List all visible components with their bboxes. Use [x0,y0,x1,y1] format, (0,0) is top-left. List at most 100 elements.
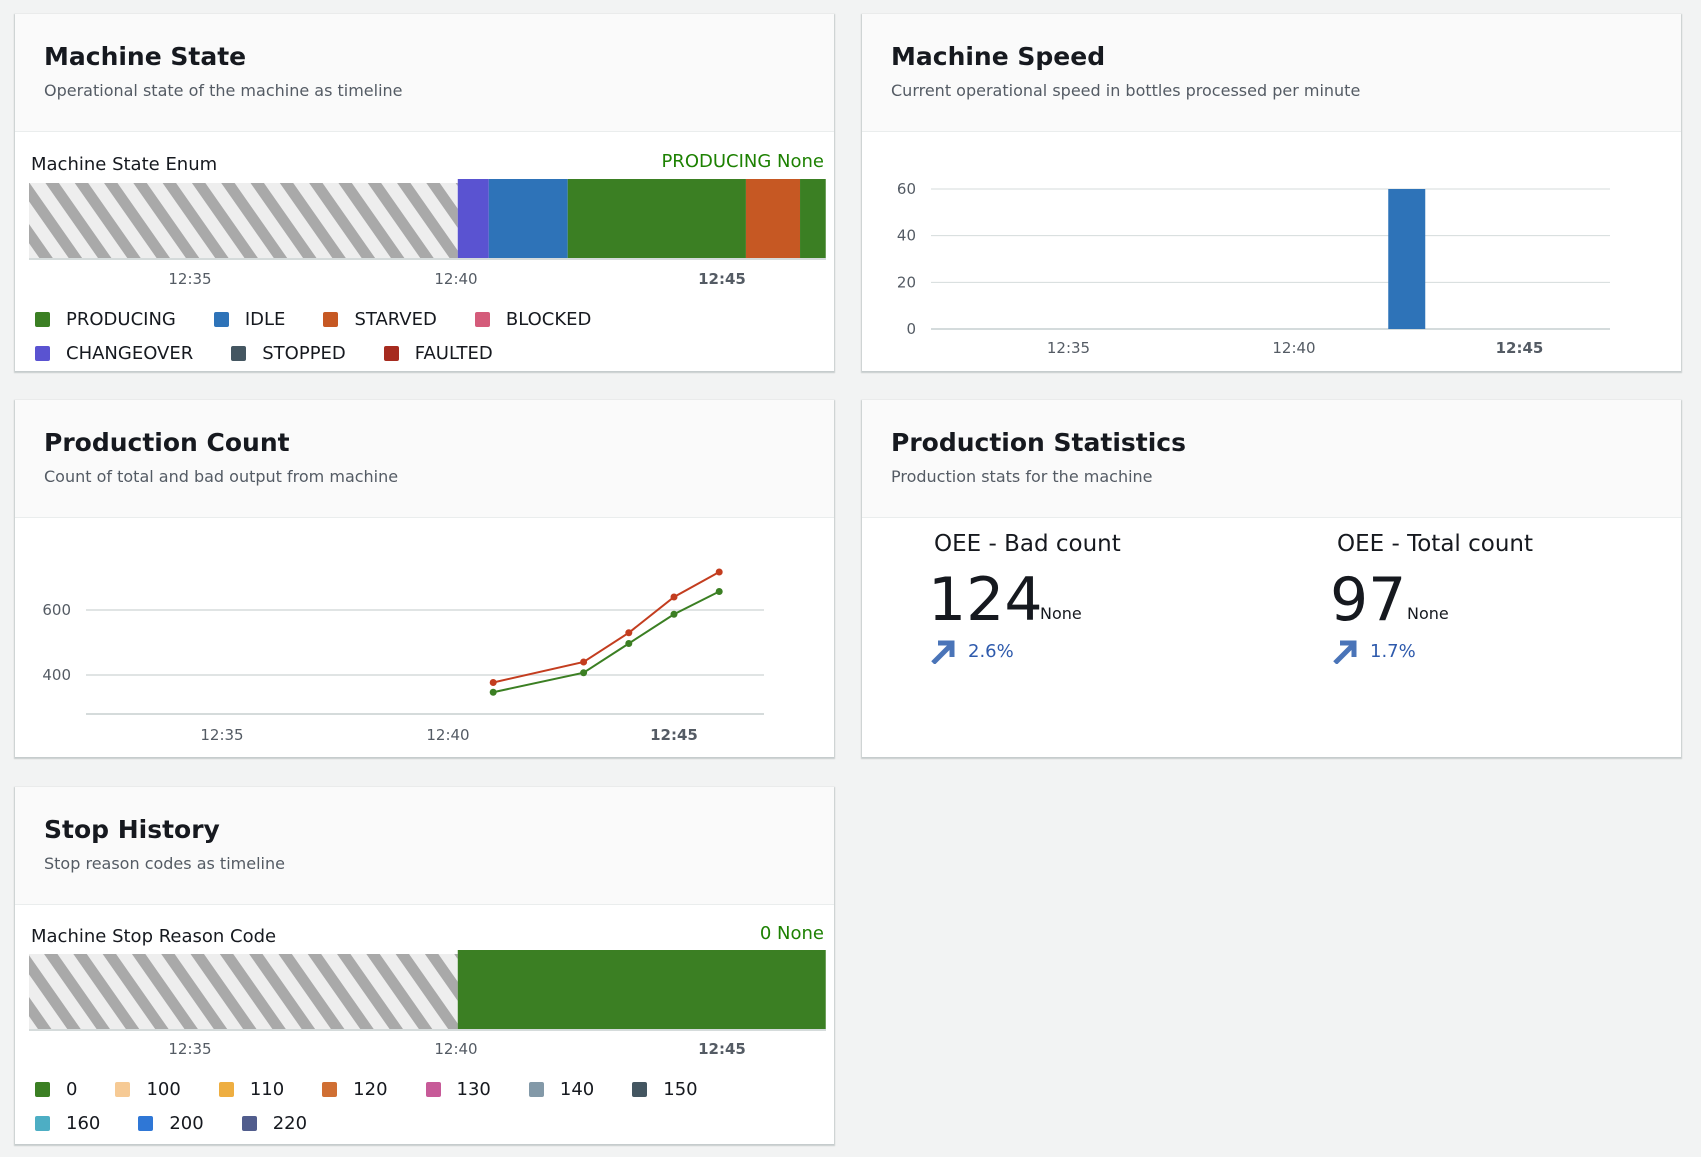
card-title: Machine State [44,42,247,71]
legend-swatch [474,311,490,327]
stat-label: OEE - Bad count [934,531,1121,557]
arrow-up-right-icon [1333,640,1357,664]
series-line-1 [492,590,720,694]
current-state-value: PRODUCING None [661,151,824,172]
legend-label: 100 [146,1078,181,1100]
legend-swatch [425,1081,441,1097]
timeline-segment-producing [567,179,746,258]
y-tick-label: 60 [897,180,916,198]
machine-state-card: Machine State Operational state of the m… [15,14,834,371]
data-point [625,629,633,637]
legend-item[interactable]: BLOCKED [474,308,592,330]
legend-swatch [322,1081,338,1097]
legend-swatch [218,1081,234,1097]
timeline-segment-changeover [457,179,489,258]
legend-label: 140 [559,1078,595,1100]
data-point [625,639,633,647]
legend-swatch [35,345,50,361]
legend-item[interactable]: IDLE [213,308,286,330]
legend-item[interactable]: 160 [35,1112,100,1134]
production-count-card: Production Count Count of total and bad … [15,400,834,757]
legend-item[interactable]: 110 [218,1078,284,1100]
y-tick-label: 600 [42,601,71,619]
data-point [715,587,723,595]
legend-item[interactable]: 200 [138,1112,204,1134]
card-title: Production Count [44,428,290,457]
legend-label: BLOCKED [505,308,592,330]
stat-label: OEE - Total count [1337,531,1534,557]
card-header: Machine Speed Current operational speed … [862,14,1681,132]
legend-swatch [35,1081,50,1097]
legend-item[interactable]: STOPPED [231,342,346,364]
legend-item[interactable]: STARVED [323,308,437,330]
production-count-chart[interactable]: 400 600 12:35 12:40 12:45 [15,400,834,757]
legend-swatch [383,345,399,361]
legend-item[interactable]: PRODUCING [35,308,176,330]
arrow-up-right-icon [931,640,955,664]
legend-swatch [323,311,339,327]
x-tick-label: 12:45 [1496,339,1544,357]
stat-unit: None [1040,604,1082,623]
stop-history-timeline[interactable]: 12:35 12:40 12:45 [15,787,834,1144]
legend-swatch [138,1115,154,1131]
legend-label: 120 [353,1078,388,1100]
card-header: Production Count Count of total and bad … [15,400,834,518]
stat-trend: 2.6% [930,638,1014,664]
stat-trend-value: 1.7% [1370,640,1416,662]
card-subtitle: Operational state of the machine as time… [44,81,403,100]
legend-item[interactable]: 150 [632,1078,698,1100]
data-point [670,610,678,618]
card-header: Machine State Operational state of the m… [15,14,834,132]
x-tick-label: 12:40 [434,270,477,288]
machine-state-timeline[interactable]: 12:35 12:40 12:45 [15,14,834,371]
timeline-property-label: Machine Stop Reason Code [31,926,277,947]
data-point [580,669,588,677]
legend-item[interactable]: FAULTED [383,342,493,364]
legend-item[interactable]: 140 [528,1078,595,1100]
legend-item[interactable]: 120 [322,1078,388,1100]
data-point [670,593,678,601]
stat-value: 97 [1330,565,1407,635]
machine-speed-chart[interactable]: 0 20 40 60 12:35 12:40 12:45 [862,14,1681,371]
state-legend: PRODUCING IDLE STARVED BLOCKED CHANGEOVER STO… [35,308,815,364]
card-subtitle: Current operational speed in bottles pro… [891,81,1361,100]
card-title: Stop History [44,815,220,844]
x-tick-label: 12:45 [650,726,698,744]
x-tick-label: 12:40 [426,726,469,744]
legend-swatch [528,1081,544,1097]
no-data-region [29,954,458,1029]
legend-swatch [231,345,247,361]
card-subtitle: Count of total and bad output from machi… [44,467,399,486]
y-tick-label: 400 [42,666,71,684]
legend-label: CHANGEOVER [66,342,194,364]
legend-item[interactable]: CHANGEOVER [35,342,193,364]
stat-unit: None [1407,604,1449,623]
x-tick-label: 12:45 [698,1040,746,1058]
legend-label: PRODUCING [66,308,176,330]
current-stop-code: 0 None [759,923,824,944]
legend-swatch [213,311,229,327]
legend-label: 150 [663,1078,698,1100]
legend-label: IDLE [244,308,286,330]
legend-label: STARVED [354,308,437,330]
machine-speed-card: Machine Speed Current operational speed … [862,14,1681,371]
legend-item[interactable]: 130 [425,1078,491,1100]
legend-swatch [241,1115,257,1131]
legend-item[interactable]: 100 [115,1078,181,1100]
legend-swatch [115,1081,131,1097]
legend-item[interactable]: 220 [241,1112,307,1134]
legend-item[interactable]: 0 [35,1078,77,1100]
timeline-segment-0 [457,950,826,1029]
legend-label: FAULTED [414,342,493,364]
x-tick-label: 12:40 [1272,339,1315,357]
x-tick-label: 12:35 [1047,339,1090,357]
timeline-segment-starved [745,179,801,258]
card-subtitle: Production stats for the machine [891,467,1153,486]
card-header: Stop History Stop reason codes as timeli… [15,787,834,905]
data-point [489,678,497,686]
data-point [489,688,497,696]
card-header: Production Statistics Production stats f… [862,400,1681,518]
x-tick-label: 12:35 [168,270,211,288]
timeline-segment-idle [488,179,568,258]
legend-label: 200 [169,1112,204,1134]
